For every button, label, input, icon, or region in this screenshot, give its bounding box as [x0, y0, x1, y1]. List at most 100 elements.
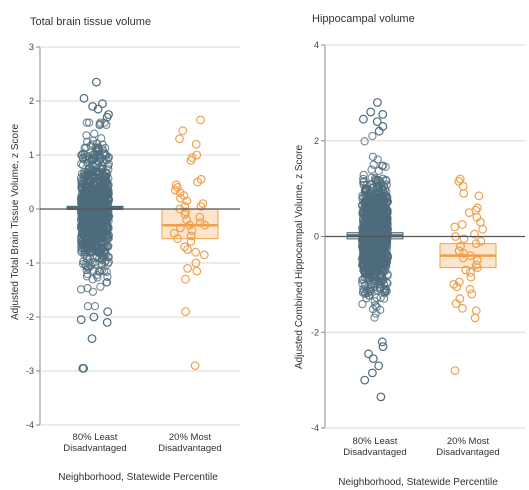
data-point [90, 185, 99, 194]
data-point [180, 242, 189, 252]
data-point [373, 155, 382, 164]
data-point [451, 299, 461, 308]
data-point [186, 231, 196, 241]
y-tick-label: 2 [314, 136, 319, 146]
data-point [450, 222, 460, 232]
data-point [198, 199, 208, 209]
data-point [92, 173, 102, 182]
data-point [366, 107, 376, 117]
data-point [374, 267, 383, 276]
data-point [100, 179, 109, 188]
data-point [92, 139, 102, 148]
data-point [375, 205, 384, 214]
data-point [360, 266, 369, 276]
data-point [454, 176, 464, 186]
data-point [88, 101, 97, 111]
data-point [372, 293, 381, 302]
data-point [368, 131, 377, 141]
data-point [95, 267, 105, 276]
data-point [95, 193, 104, 202]
data-point [170, 185, 180, 195]
data-point [102, 318, 112, 327]
data-point [360, 256, 369, 265]
data-point [93, 104, 103, 114]
data-point [196, 201, 206, 211]
data-point [368, 368, 377, 378]
y-tick-label: 0 [29, 204, 34, 214]
y-tick-label: -1 [26, 258, 34, 268]
data-point [80, 250, 89, 259]
data-point [103, 169, 112, 178]
data-point [95, 121, 104, 130]
data-point [101, 250, 111, 259]
data-point [172, 182, 182, 192]
data-point [471, 306, 481, 316]
data-point [376, 211, 386, 221]
data-point [375, 210, 384, 220]
data-point [376, 293, 385, 303]
y-tick-label: -2 [26, 312, 34, 322]
data-point [95, 178, 105, 187]
chart-title: Total brain tissue volume [30, 16, 151, 28]
data-point [92, 252, 102, 261]
data-point [183, 245, 192, 254]
data-point [103, 307, 113, 317]
data-point [465, 284, 475, 294]
data-point [464, 208, 474, 218]
data-point [359, 177, 369, 186]
data-point [97, 134, 106, 143]
data-point [78, 213, 87, 222]
data-point [378, 109, 388, 119]
data-point [89, 312, 99, 322]
data-point [95, 245, 104, 254]
data-point [178, 126, 188, 136]
data-point [79, 93, 89, 103]
data-point [84, 118, 94, 127]
y-ticks: 3 2 1 0 -1 -2 -3 -4 [26, 42, 34, 430]
data-point [374, 361, 384, 371]
data-point [78, 209, 88, 219]
data-point [372, 221, 381, 231]
data-point [358, 245, 367, 254]
data-points [76, 77, 210, 373]
x-axis-label: Neighborhood, Statewide Percentile [58, 472, 218, 483]
data-point [375, 284, 384, 294]
data-point [186, 155, 196, 165]
y-tick-label: 1 [29, 150, 34, 160]
data-point [77, 184, 87, 193]
data-point [89, 236, 98, 245]
gridlines [321, 44, 525, 429]
data-point [360, 197, 370, 207]
data-point [191, 247, 201, 257]
data-point [381, 162, 390, 171]
data-point [377, 161, 387, 171]
data-point [82, 131, 91, 140]
data-point [85, 193, 95, 202]
data-point [478, 224, 488, 234]
data-point [193, 177, 203, 187]
data-point [359, 114, 368, 124]
data-point [381, 286, 390, 296]
data-point [382, 207, 392, 217]
data-point [368, 200, 378, 209]
data-point [90, 302, 100, 311]
data-point [362, 286, 371, 295]
data-point [473, 203, 482, 213]
data-point [368, 354, 378, 364]
data-point [77, 159, 86, 168]
data-point [456, 241, 465, 251]
data-point [378, 192, 387, 201]
data-point [378, 342, 388, 352]
data-point [364, 349, 373, 359]
data-point [371, 175, 381, 184]
data-point [381, 222, 390, 231]
data-point [181, 307, 191, 317]
data-point [180, 209, 190, 219]
y-tick-label: 3 [29, 42, 34, 52]
data-point [377, 206, 387, 216]
data-point [359, 180, 368, 190]
data-point [377, 337, 387, 347]
data-point [382, 278, 391, 287]
data-point [379, 259, 389, 268]
data-point [459, 188, 469, 198]
